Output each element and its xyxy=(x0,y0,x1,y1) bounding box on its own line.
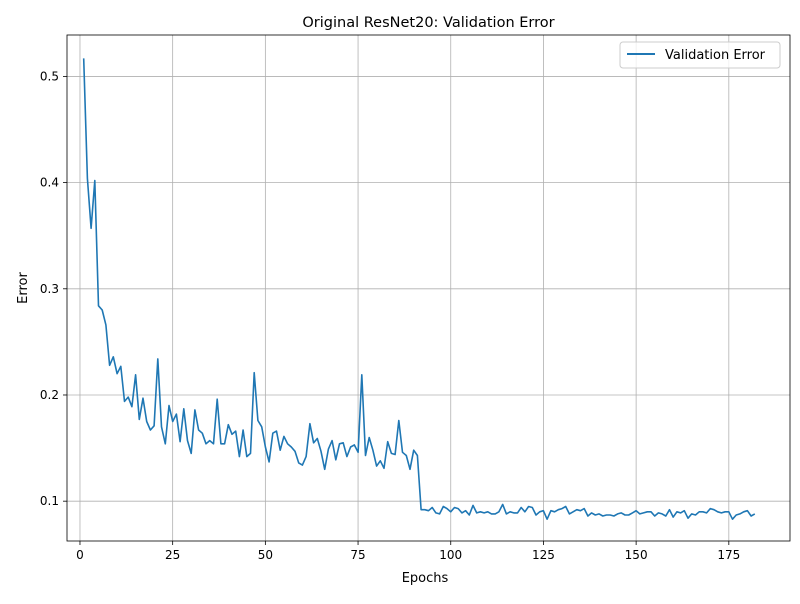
legend-label: Validation Error xyxy=(665,48,766,63)
x-tick-label: 25 xyxy=(165,548,180,562)
x-axis-label: Epochs xyxy=(402,571,449,586)
legend-box xyxy=(619,41,781,69)
y-axis-label: Error xyxy=(16,272,31,304)
legend: Validation Error xyxy=(619,41,781,69)
y-tick-label: 0.4 xyxy=(40,176,59,190)
x-axis-ticks: 0 25 50 75 100 125 150 175 xyxy=(76,541,740,562)
grid-lines xyxy=(67,35,790,541)
series-line-validation-error xyxy=(82,58,756,521)
x-tick-label: 50 xyxy=(258,548,273,562)
y-axis-ticks: 0.1 0.2 0.3 0.4 0.5 xyxy=(40,69,67,508)
x-tick-label: 175 xyxy=(717,548,740,562)
series-layer xyxy=(82,58,756,521)
y-tick-label: 0.5 xyxy=(40,69,59,83)
x-tick-label: 0 xyxy=(76,548,84,562)
x-tick-label: 75 xyxy=(350,548,365,562)
y-tick-label: 0.3 xyxy=(40,282,59,296)
x-tick-label: 125 xyxy=(532,548,555,562)
plot-frame xyxy=(66,34,791,542)
y-tick-label: 0.1 xyxy=(40,494,59,508)
x-tick-label: 150 xyxy=(625,548,648,562)
x-tick-label: 100 xyxy=(439,548,462,562)
chart-title: Original ResNet20: Validation Error xyxy=(302,15,554,31)
y-tick-label: 0.2 xyxy=(40,388,59,402)
